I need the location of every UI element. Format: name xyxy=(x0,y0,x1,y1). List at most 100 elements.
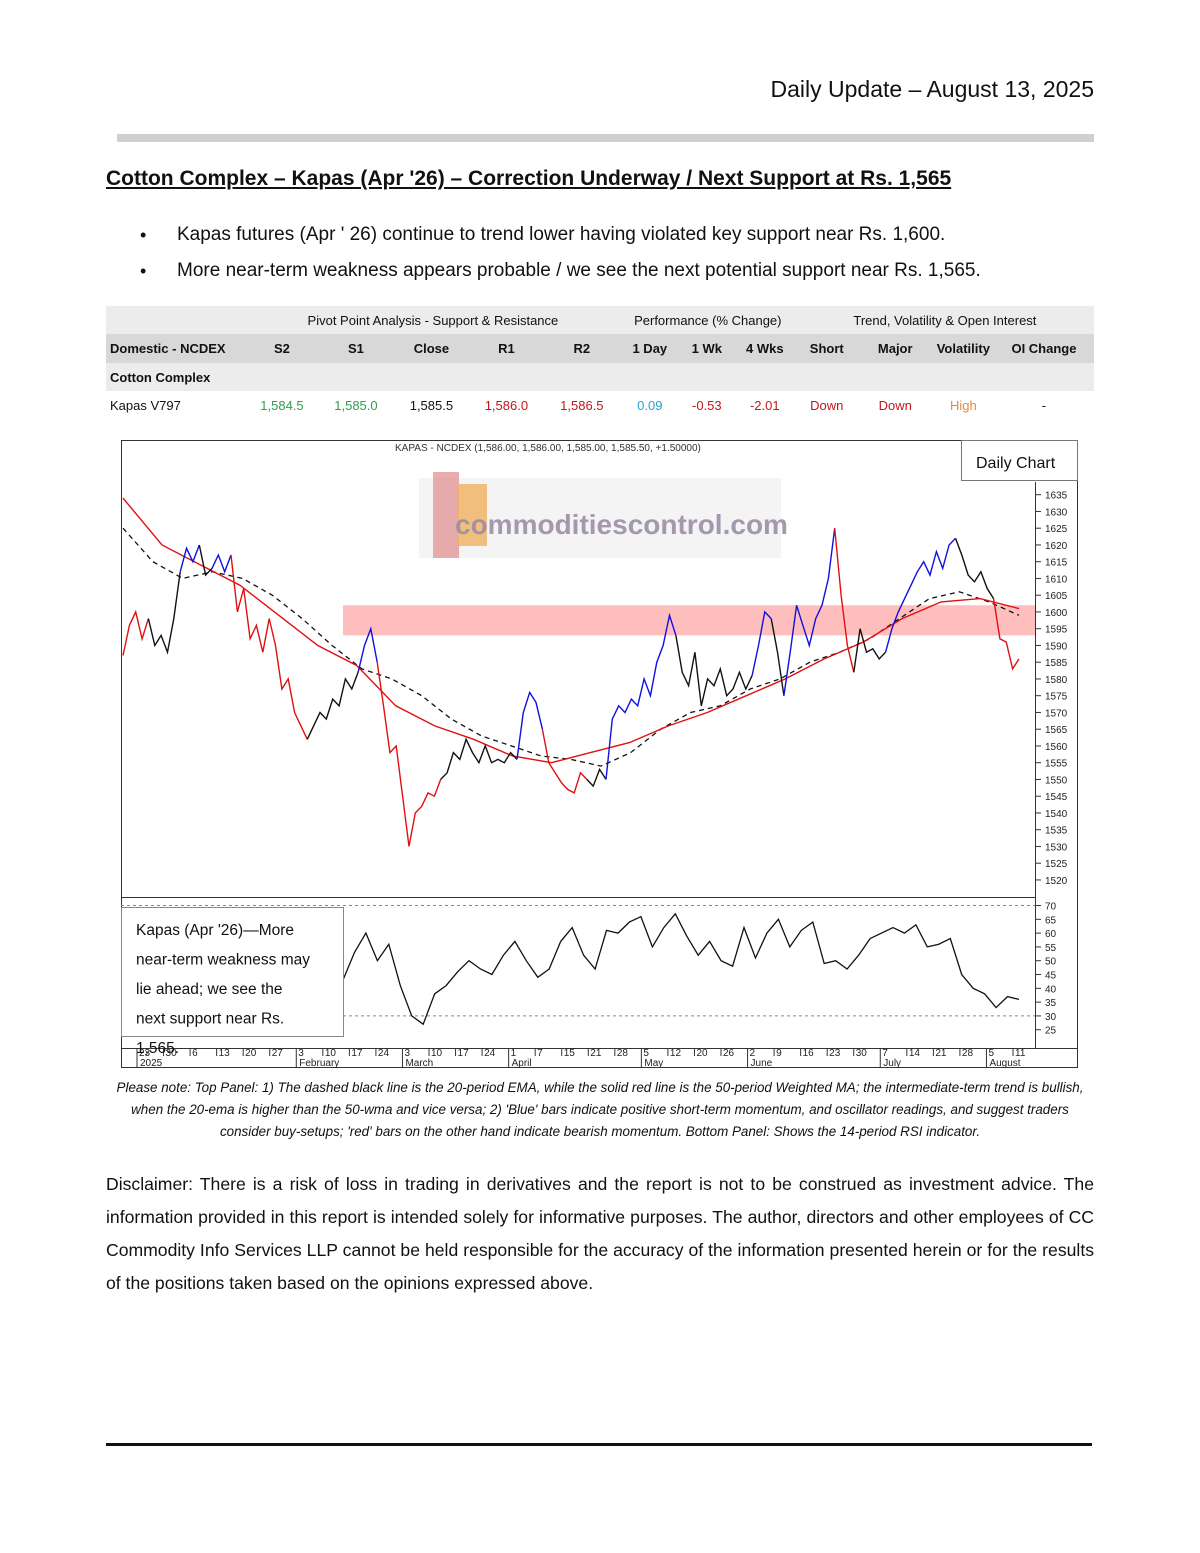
price-segment-up xyxy=(884,537,957,653)
price-tick-label: 1555 xyxy=(1045,759,1068,770)
col-header: Short xyxy=(795,334,858,363)
time-tick-label: 2 xyxy=(750,1048,756,1059)
time-tick-label: 23 xyxy=(139,1048,151,1059)
price-segment-up xyxy=(605,612,677,780)
time-tick-label: 30 xyxy=(856,1048,868,1059)
price-tick-label: 1565 xyxy=(1045,725,1068,736)
time-tick-label: 21 xyxy=(935,1048,947,1059)
cell-volatility: High xyxy=(949,398,977,413)
time-tick-label: 20 xyxy=(245,1048,257,1059)
price-segment-down xyxy=(992,598,1020,671)
cell-r2: 1,586.5 xyxy=(560,398,604,413)
price-tick-label: 1605 xyxy=(1045,591,1068,602)
header-divider xyxy=(117,134,1094,142)
price-segment-neutral xyxy=(306,672,359,740)
watermark-logo-bar-orange xyxy=(457,484,487,546)
time-tick-label: 14 xyxy=(909,1048,921,1059)
cell-short: Down xyxy=(810,398,844,413)
cell-close: 1,585.5 xyxy=(409,398,454,413)
cell-major: Down xyxy=(878,398,912,413)
price-segment-down xyxy=(122,609,150,656)
price-segment-up xyxy=(211,553,232,574)
col-header: R1 xyxy=(468,334,544,363)
price-segment-up xyxy=(751,610,772,676)
price-segment-neutral xyxy=(586,767,607,788)
price-tick-label: 1550 xyxy=(1045,775,1068,786)
group-performance: Performance (% Change) xyxy=(619,306,796,334)
col-header: OI Change xyxy=(993,334,1094,363)
footer-divider xyxy=(106,1443,1092,1446)
time-tick-label: 24 xyxy=(378,1048,390,1059)
col-header: Volatility xyxy=(932,334,994,363)
chart-note: Please note: Top Panel: 1) The dashed bl… xyxy=(116,1080,1084,1139)
col-header: Major xyxy=(857,334,933,363)
badge-label: Daily Chart xyxy=(976,455,1056,472)
time-tick-label: 5 xyxy=(643,1048,649,1059)
time-tick-label: 11 xyxy=(1015,1048,1026,1059)
price-tick-label: 1615 xyxy=(1045,558,1068,569)
report-date: Daily Update – August 13, 2025 xyxy=(770,76,1094,102)
time-tick-label: 28 xyxy=(962,1048,974,1059)
price-tick-label: 1610 xyxy=(1045,574,1068,585)
time-tick-label: 3 xyxy=(298,1048,304,1059)
month-label: March xyxy=(405,1058,433,1068)
chart-annotation-box: Kapas (Apr '26)—More near-term weakness m… xyxy=(121,907,344,1057)
time-tick-label: 3 xyxy=(404,1048,410,1059)
month-label: 2025 xyxy=(140,1058,163,1068)
cell-1wk: -0.53 xyxy=(691,398,722,413)
time-tick-label: 10 xyxy=(431,1048,443,1059)
price-tick-label: 1540 xyxy=(1045,809,1068,820)
price-axis-line xyxy=(1035,482,1036,1048)
key-points-list: Kapas futures (Apr ' 26) continue to tre… xyxy=(140,222,981,294)
table-row: Kapas V797 1,584.5 1,585.0 1,585.5 1,586… xyxy=(106,391,1094,420)
time-tick-label: 17 xyxy=(458,1048,470,1059)
time-tick-label: 16 xyxy=(803,1048,815,1059)
time-tick-label: 27 xyxy=(272,1048,284,1059)
month-label: April xyxy=(512,1058,532,1068)
col-header: S2 xyxy=(245,334,318,363)
time-tick-label: 26 xyxy=(723,1048,735,1059)
time-tick-label: 12 xyxy=(670,1048,682,1059)
col-header: Close xyxy=(393,334,469,363)
price-tick-label: 1600 xyxy=(1045,608,1068,619)
month-label: May xyxy=(644,1058,663,1068)
price-tick-label: 1635 xyxy=(1045,491,1068,502)
price-tick-label: 1560 xyxy=(1045,742,1068,753)
group-trend: Trend, Volatility & Open Interest xyxy=(795,306,1094,334)
chart-svg: commoditiescontrol.com 15201525153015351… xyxy=(121,440,1078,1069)
rsi-line xyxy=(342,912,1020,1026)
ema-20-line xyxy=(122,527,1020,767)
price-tick-label: 1630 xyxy=(1045,507,1068,518)
pivot-table: Pivot Point Analysis - Support & Resista… xyxy=(106,306,1094,420)
price-tick-label: 1580 xyxy=(1045,675,1068,686)
month-label: February xyxy=(299,1058,339,1068)
price-segment-down xyxy=(834,528,855,673)
rsi-tick-label: 25 xyxy=(1045,1026,1057,1037)
rsi-tick-label: 35 xyxy=(1045,998,1057,1009)
price-segment-down xyxy=(230,554,308,740)
col-header: 1 Wk xyxy=(679,334,734,363)
price-segment-up xyxy=(179,544,200,572)
price-segment-neutral xyxy=(147,571,181,655)
cell-contract: Kapas V797 xyxy=(110,398,181,413)
price-tick-label: 1575 xyxy=(1045,692,1068,703)
daily-chart: commoditiescontrol.com 1520 1525 1530 1535 1… xyxy=(121,440,1078,1069)
time-tick-label: 24 xyxy=(484,1048,496,1059)
month-label: June xyxy=(751,1058,773,1068)
annotation-frame xyxy=(121,907,344,1037)
rsi-tick-label: 65 xyxy=(1045,915,1057,926)
price-tick-label: 1625 xyxy=(1045,524,1068,535)
month-label: August xyxy=(989,1058,1020,1068)
price-segment-down xyxy=(376,662,442,847)
col-header: 4 Wks xyxy=(733,334,796,363)
price-segment-neutral xyxy=(675,635,753,706)
report-title: Cotton Complex – Kapas (Apr '26) – Corre… xyxy=(106,167,952,190)
rsi-tick-label: 50 xyxy=(1045,957,1057,968)
price-segment-neutral xyxy=(770,618,785,696)
time-tick-label: 23 xyxy=(829,1048,841,1059)
col-header: S1 xyxy=(317,334,394,363)
badge-frame xyxy=(961,440,1078,481)
time-tick-label: 20 xyxy=(696,1048,708,1059)
price-tick-label: 1530 xyxy=(1045,842,1068,853)
disclaimer: Disclaimer: There is a risk of loss in t… xyxy=(106,1174,1094,1293)
